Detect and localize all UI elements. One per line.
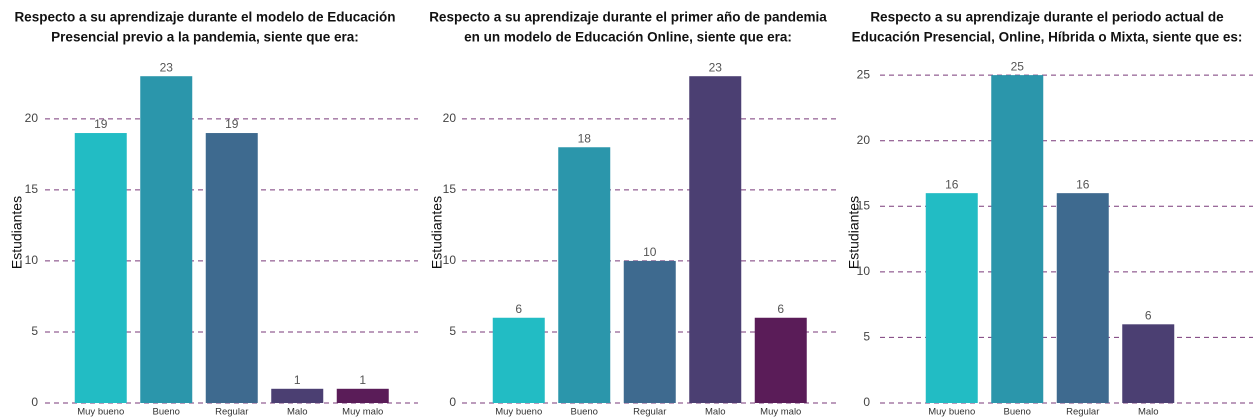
bar [336,388,389,403]
y-tick-label: 5 [863,330,870,344]
y-tick-label: 15 [443,182,457,196]
x-tick-label: Bueno [571,407,598,418]
x-tick-label: Muy bueno [495,407,542,418]
y-tick-label: 5 [31,324,38,338]
bar [140,76,193,403]
y-tick-label: 20 [443,111,457,125]
value-label: 25 [1011,59,1025,73]
y-axis-label: Estudiantes [429,196,445,269]
bar [689,76,742,403]
x-tick-label: Muy bueno [77,407,124,418]
y-tick-label: 15 [25,182,39,196]
bar [271,388,324,403]
y-tick-label: 25 [857,67,871,81]
chart-title: Respecto a su aprendizaje durante el mod… [14,10,395,25]
value-label: 23 [160,60,174,74]
value-label: 6 [515,302,522,316]
value-label: 18 [578,131,592,145]
chart-title: Presencial previo a la pandemia, siente … [51,30,359,45]
y-tick-label: 0 [449,395,456,409]
value-label: 6 [1145,308,1152,322]
value-label: 23 [709,60,723,74]
y-axis-label: Estudiantes [9,196,25,269]
x-tick-label: Regular [215,407,248,418]
y-tick-label: 20 [857,133,871,147]
x-tick-label: Regular [633,407,666,418]
x-tick-label: Bueno [1004,407,1031,418]
value-label: 19 [225,117,239,131]
chart-title: Respecto a su aprendizaje durante el per… [870,10,1224,25]
bar [754,317,807,403]
y-tick-label: 15 [857,198,871,212]
bar [991,75,1044,403]
y-tick-label: 0 [863,395,870,409]
value-label: 1 [294,373,301,387]
y-tick-label: 5 [449,324,456,338]
bar [623,260,676,403]
bar [1122,324,1175,403]
bar [558,147,611,403]
y-tick-label: 10 [443,253,457,267]
y-tick-label: 20 [25,111,39,125]
value-label: 10 [643,245,657,259]
x-tick-label: Malo [705,407,726,418]
bar [925,193,978,403]
chart-title: Educación Presencial, Online, Híbrida o … [852,30,1243,45]
y-tick-label: 0 [31,395,38,409]
value-label: 16 [945,177,959,191]
x-tick-label: Muy malo [342,407,383,418]
value-label: 19 [94,117,108,131]
x-tick-label: Malo [287,407,308,418]
bar [492,317,545,403]
bar [1056,193,1109,403]
value-label: 1 [359,373,366,387]
chart-title: Respecto a su aprendizaje durante el pri… [429,10,827,25]
bar [74,133,127,403]
x-tick-label: Bueno [153,407,180,418]
x-tick-label: Muy bueno [928,407,975,418]
y-axis-label: Estudiantes [846,196,862,269]
y-tick-label: 10 [857,264,871,278]
chart-title: en un modelo de Educación Online, siente… [464,30,792,45]
value-label: 6 [777,302,784,316]
value-label: 16 [1076,177,1090,191]
x-tick-label: Malo [1138,407,1159,418]
x-tick-label: Muy malo [760,407,801,418]
x-tick-label: Regular [1066,407,1099,418]
y-tick-label: 10 [25,253,39,267]
bar [205,133,258,403]
